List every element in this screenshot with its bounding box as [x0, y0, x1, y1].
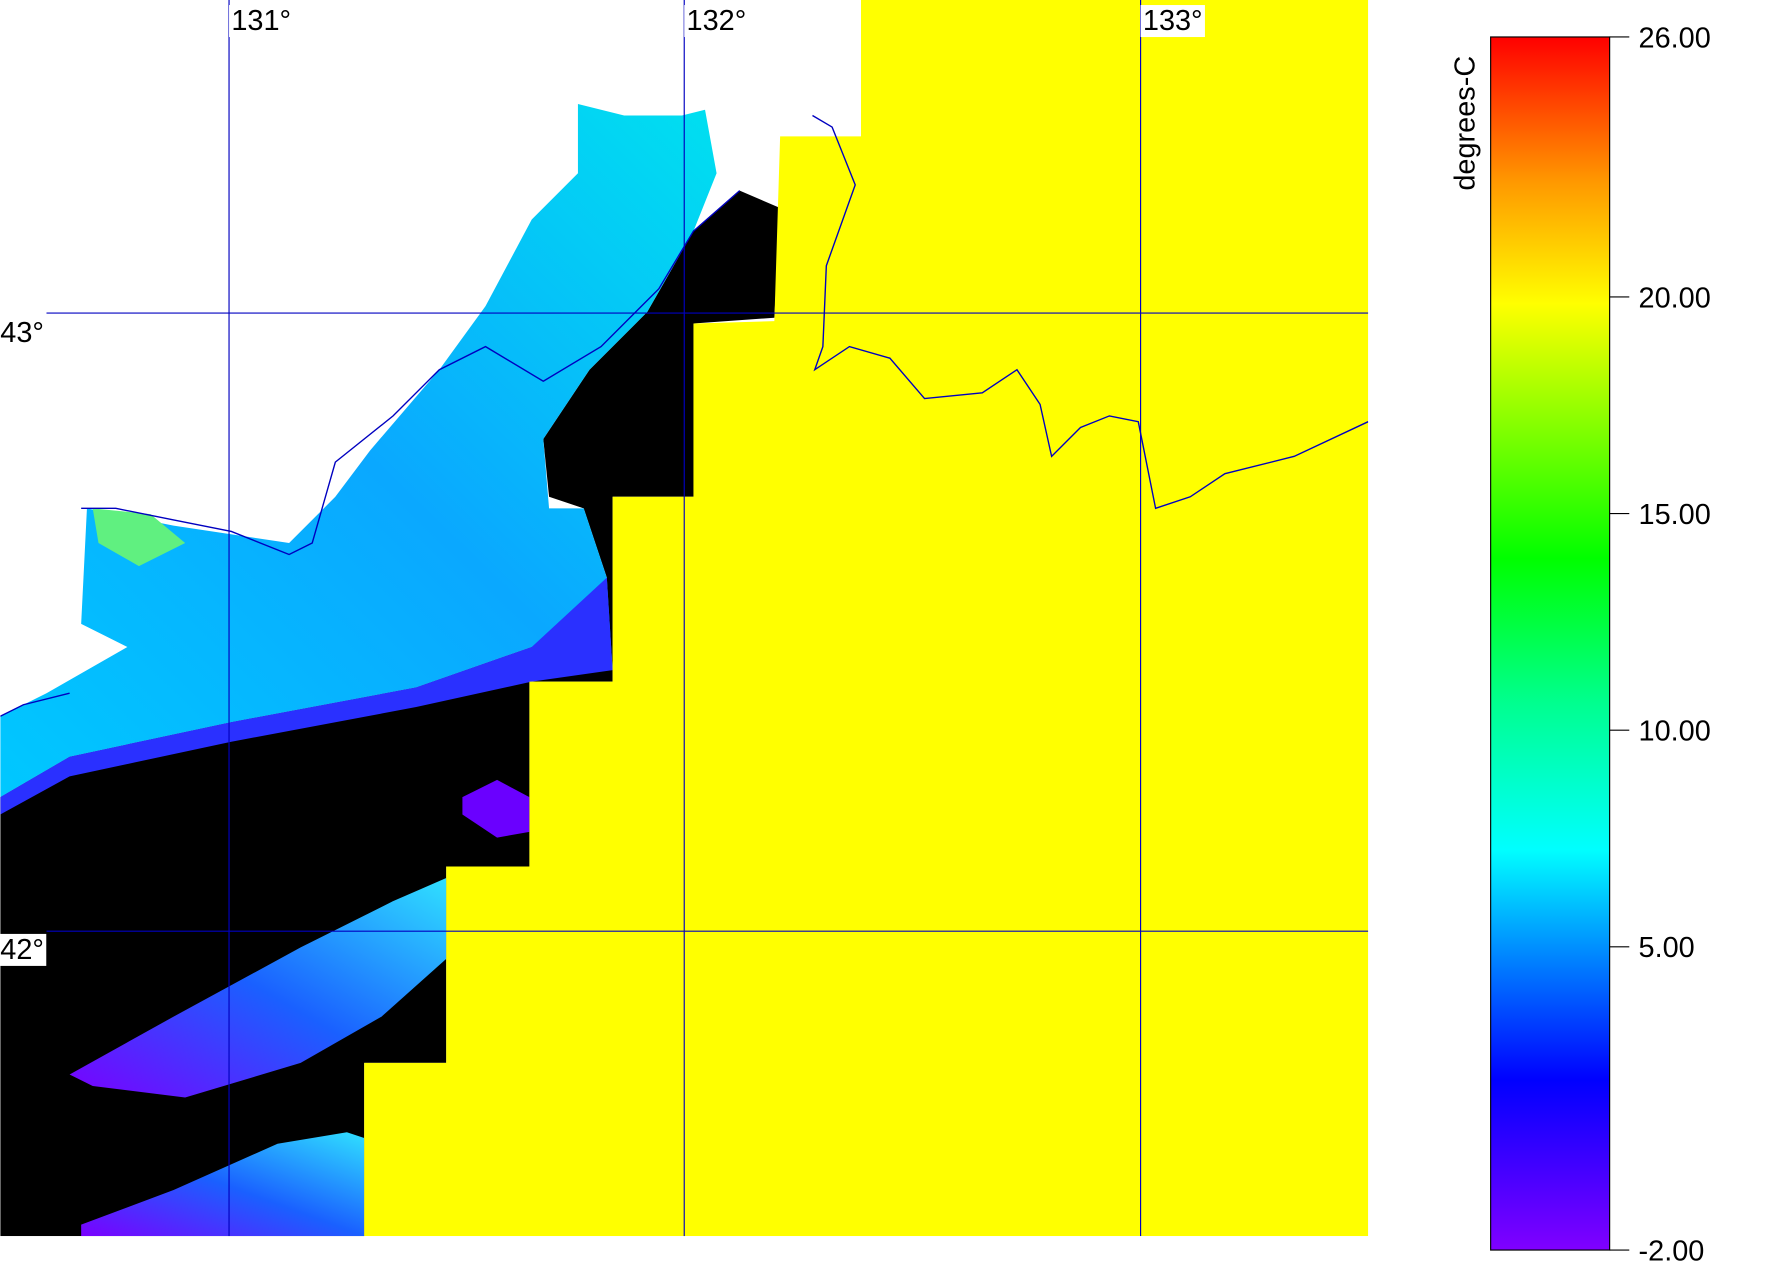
colorbar-tick-label: 5.00	[1639, 932, 1695, 964]
colorbar-tick-label: -2.00	[1639, 1235, 1705, 1267]
colorbar-tick-label: 10.00	[1639, 716, 1711, 748]
colorbar	[1490, 36, 1611, 1251]
sst-coastal-band	[0, 103, 717, 798]
coastline	[0, 114, 1369, 717]
sst-south-patch	[462, 779, 530, 838]
label-background	[684, 5, 749, 38]
colorbar-label: degrees-C	[1449, 56, 1481, 191]
sst-south-band	[81, 1132, 365, 1237]
sst-cold-edge	[0, 577, 613, 815]
graticule	[46, 0, 1369, 1237]
label-background	[0, 933, 47, 966]
colorbar-tick-label: 20.00	[1639, 282, 1711, 314]
colorbar-tick-label: 15.00	[1639, 499, 1711, 531]
sst-south-band	[69, 878, 447, 1098]
land-mask	[364, 0, 1369, 1237]
graticule-labels: 131° 132° 133° 43° 42°	[0, 5, 1205, 966]
latitude-label: 42°	[0, 934, 44, 966]
colorbar-tick-label: 26.00	[1639, 22, 1711, 54]
longitude-label: 132°	[687, 5, 747, 37]
label-background	[0, 316, 47, 349]
sst-patch	[92, 508, 186, 567]
no-data-region	[0, 190, 781, 1237]
longitude-label: 133°	[1143, 5, 1203, 37]
label-background	[229, 5, 294, 38]
map-area	[0, 0, 1369, 1237]
label-background	[1140, 5, 1205, 38]
longitude-label: 131°	[231, 5, 291, 37]
latitude-label: 43°	[0, 317, 44, 349]
